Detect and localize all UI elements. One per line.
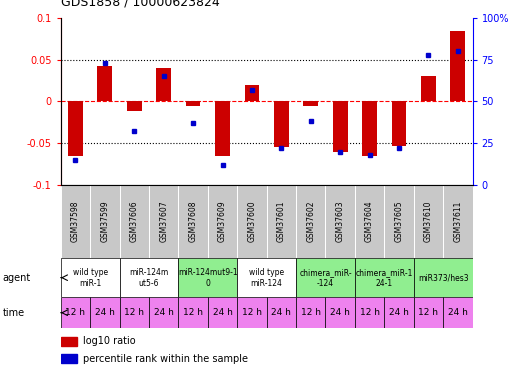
Bar <box>61 337 78 346</box>
Bar <box>414 297 443 328</box>
Bar <box>68 102 83 156</box>
Text: GSM37601: GSM37601 <box>277 201 286 242</box>
Bar <box>61 258 119 297</box>
Bar <box>149 185 178 258</box>
Text: GSM37602: GSM37602 <box>306 201 315 242</box>
Bar <box>156 68 171 102</box>
Text: miR-124m
ut5-6: miR-124m ut5-6 <box>129 268 168 288</box>
Text: 12 h: 12 h <box>65 308 86 317</box>
Bar <box>98 66 112 102</box>
Bar <box>119 185 149 258</box>
Text: GSM37608: GSM37608 <box>188 201 197 242</box>
Text: 12 h: 12 h <box>183 308 203 317</box>
Bar <box>325 297 355 328</box>
Bar <box>237 297 267 328</box>
Bar <box>355 185 384 258</box>
Bar <box>414 258 473 297</box>
Text: GSM37607: GSM37607 <box>159 201 168 242</box>
Text: agent: agent <box>3 273 31 283</box>
Text: GDS1858 / 10000623824: GDS1858 / 10000623824 <box>61 0 220 9</box>
Text: GSM37611: GSM37611 <box>454 201 463 242</box>
Bar <box>119 297 149 328</box>
Bar <box>119 258 178 297</box>
Text: chimera_miR-
-124: chimera_miR- -124 <box>299 268 352 288</box>
Bar <box>392 102 407 147</box>
Bar <box>267 185 296 258</box>
Text: GSM37606: GSM37606 <box>130 201 139 242</box>
Text: miR-124mut9-1
0: miR-124mut9-1 0 <box>178 268 238 288</box>
Bar <box>244 85 259 102</box>
Bar <box>384 185 414 258</box>
Bar <box>149 297 178 328</box>
Bar <box>61 354 78 363</box>
Bar <box>384 297 414 328</box>
Text: miR373/hes3: miR373/hes3 <box>418 273 468 282</box>
Bar <box>178 258 237 297</box>
Text: GSM37604: GSM37604 <box>365 201 374 242</box>
Bar <box>61 297 90 328</box>
Text: 24 h: 24 h <box>330 308 350 317</box>
Text: GSM37599: GSM37599 <box>100 201 109 242</box>
Bar <box>443 297 473 328</box>
Bar <box>208 297 237 328</box>
Text: 12 h: 12 h <box>301 308 321 317</box>
Text: log10 ratio: log10 ratio <box>83 336 136 346</box>
Text: GSM37610: GSM37610 <box>424 201 433 242</box>
Text: 24 h: 24 h <box>154 308 174 317</box>
Bar <box>421 76 436 102</box>
Bar <box>237 258 296 297</box>
Bar <box>304 102 318 106</box>
Bar <box>178 185 208 258</box>
Bar <box>355 258 414 297</box>
Bar <box>450 30 465 102</box>
Bar <box>127 102 142 111</box>
Bar <box>186 102 201 106</box>
Text: wild type
miR-124: wild type miR-124 <box>249 268 284 288</box>
Text: chimera_miR-1
24-1: chimera_miR-1 24-1 <box>356 268 413 288</box>
Text: wild type
miR-1: wild type miR-1 <box>72 268 108 288</box>
Bar <box>215 102 230 156</box>
Text: GSM37609: GSM37609 <box>218 201 227 242</box>
Text: time: time <box>3 308 25 318</box>
Bar <box>296 185 325 258</box>
Text: GSM37598: GSM37598 <box>71 201 80 242</box>
Text: 24 h: 24 h <box>389 308 409 317</box>
Text: 12 h: 12 h <box>418 308 438 317</box>
Bar <box>274 102 289 147</box>
Bar <box>237 185 267 258</box>
Bar <box>443 185 473 258</box>
Text: 12 h: 12 h <box>242 308 262 317</box>
Text: GSM37603: GSM37603 <box>336 201 345 242</box>
Bar <box>362 102 377 156</box>
Text: 24 h: 24 h <box>95 308 115 317</box>
Bar <box>325 185 355 258</box>
Bar <box>90 185 119 258</box>
Bar <box>296 297 325 328</box>
Bar <box>333 102 347 152</box>
Text: percentile rank within the sample: percentile rank within the sample <box>83 354 248 364</box>
Text: 12 h: 12 h <box>124 308 144 317</box>
Bar <box>296 258 355 297</box>
Bar <box>414 185 443 258</box>
Bar <box>355 297 384 328</box>
Text: GSM37600: GSM37600 <box>248 201 257 242</box>
Text: 24 h: 24 h <box>448 308 468 317</box>
Text: 24 h: 24 h <box>271 308 291 317</box>
Text: 12 h: 12 h <box>360 308 380 317</box>
Bar <box>61 185 90 258</box>
Bar <box>90 297 119 328</box>
Bar <box>178 297 208 328</box>
Text: GSM37605: GSM37605 <box>394 201 403 242</box>
Text: 24 h: 24 h <box>213 308 232 317</box>
Bar <box>267 297 296 328</box>
Bar <box>208 185 237 258</box>
